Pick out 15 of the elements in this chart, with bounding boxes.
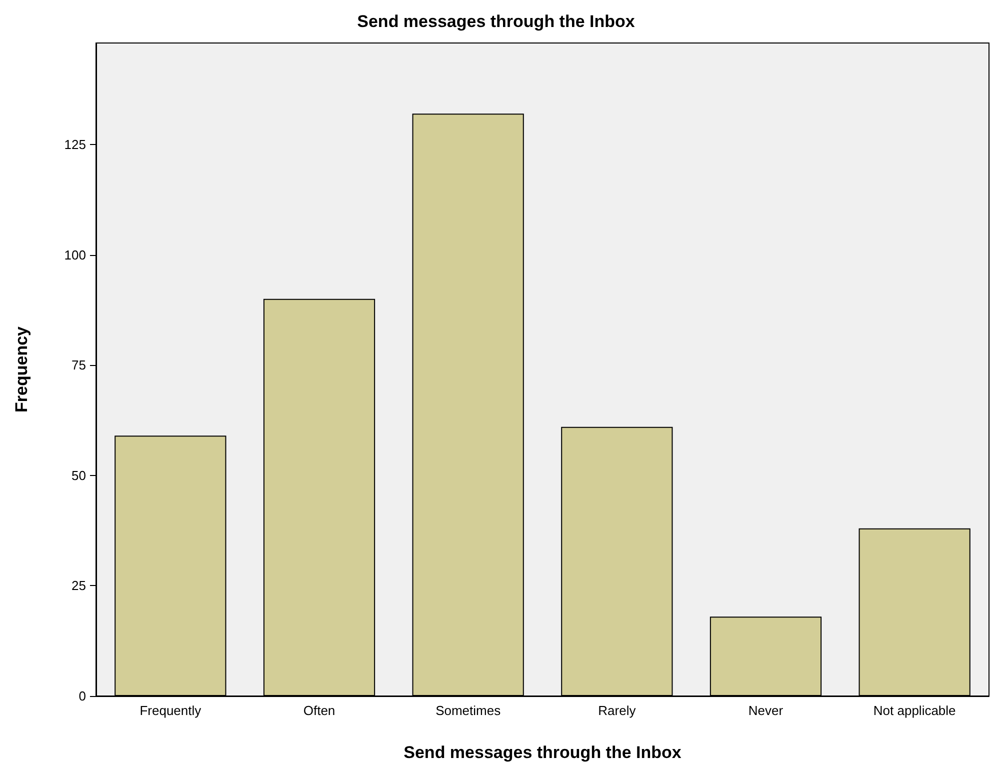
y-tick-label: 75 (72, 358, 86, 373)
x-tick-label: Often (303, 703, 336, 718)
x-tick-label: Rarely (598, 703, 636, 718)
y-tick-label: 125 (64, 136, 86, 152)
x-tick-label: Never (748, 703, 784, 718)
x-tick-label: Frequently (140, 703, 202, 718)
x-axis-title: Send messages through the Inbox (404, 743, 682, 762)
y-tick-label: 0 (78, 688, 86, 704)
x-tick-label: Sometimes (436, 703, 502, 718)
y-tick-label: 100 (64, 247, 86, 262)
y-axis-title: Frequency (12, 326, 31, 412)
y-tick-label: 50 (72, 468, 86, 483)
chart-title: Send messages through the Inbox (357, 12, 636, 31)
x-tick-label: Not applicable (873, 703, 956, 718)
y-tick-label: 25 (72, 578, 86, 594)
